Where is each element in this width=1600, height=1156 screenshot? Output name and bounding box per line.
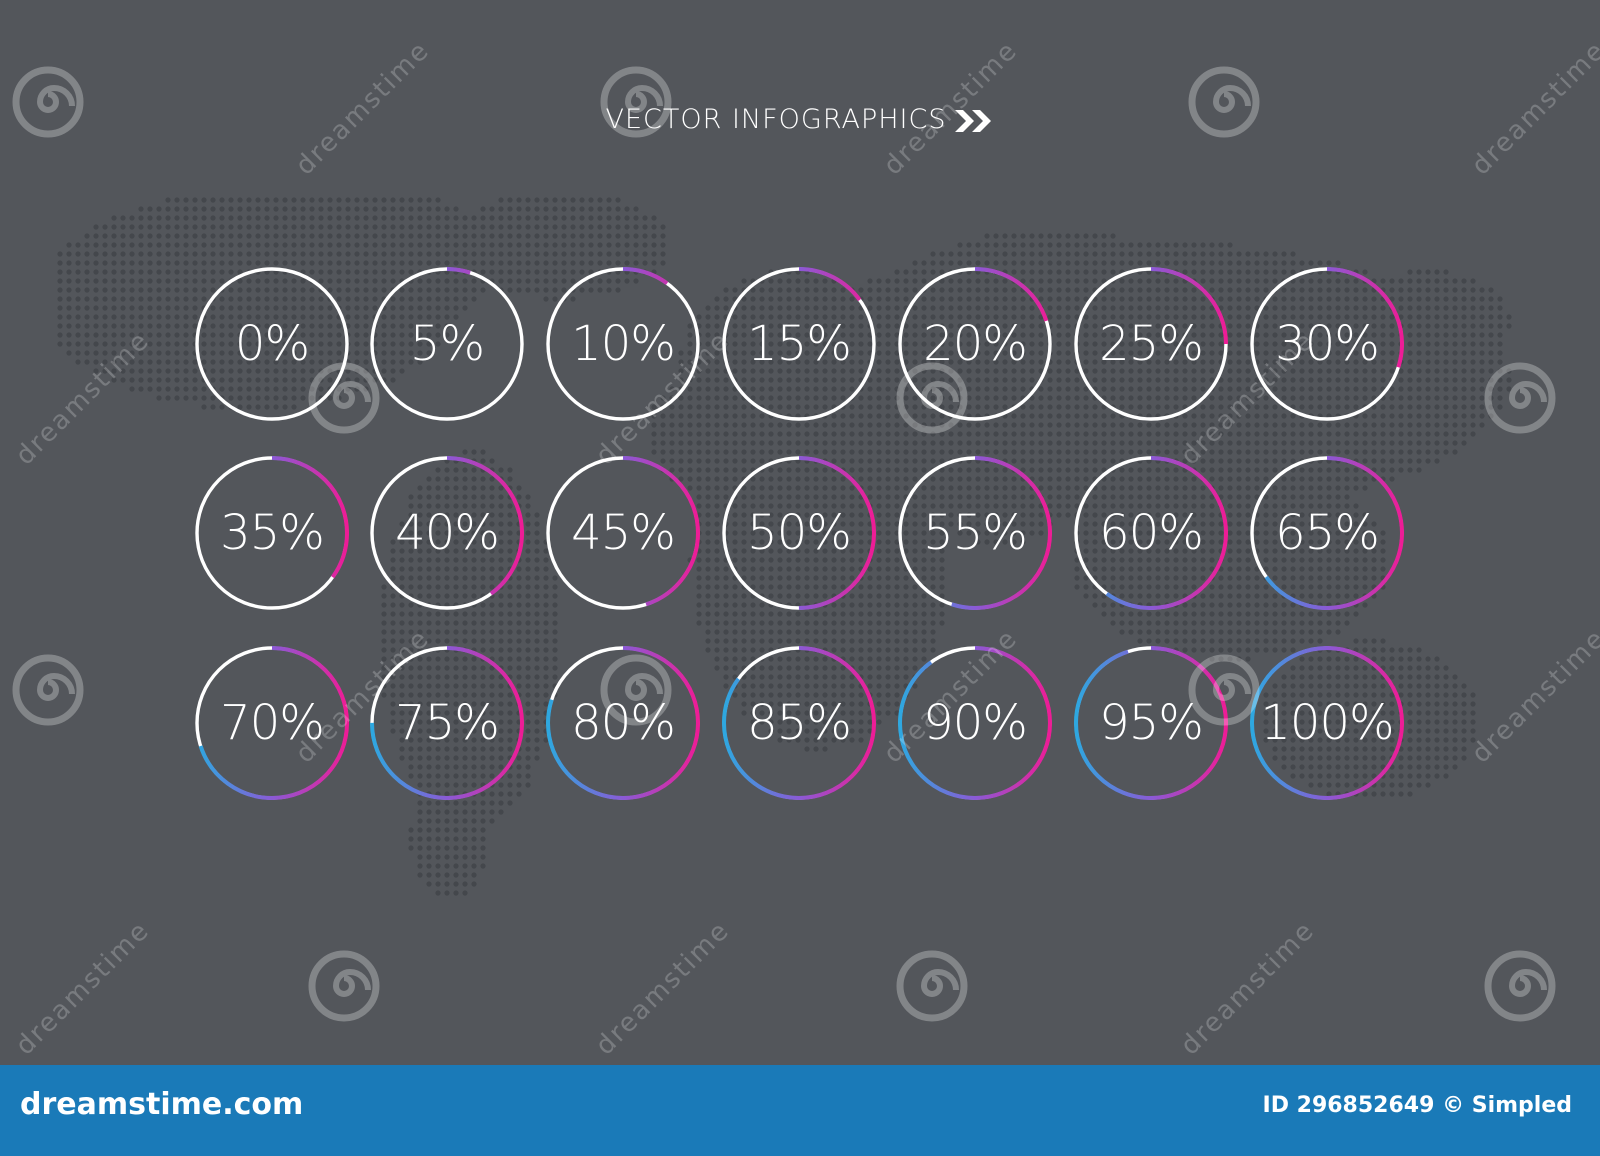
ring-progress-arc: [1074, 267, 1228, 421]
progress-ring: [195, 267, 349, 421]
progress-ring: [722, 646, 876, 800]
ring-progress-arc: [898, 646, 1052, 800]
progress-ring: [546, 267, 700, 421]
percent-label: 45%: [571, 505, 676, 561]
progress-ring: [722, 267, 876, 421]
progress-ring: [1250, 456, 1404, 610]
percent-label: 35%: [220, 505, 325, 561]
ring-progress-arc: [195, 456, 349, 610]
progress-ring: [1074, 456, 1228, 610]
progress-ring: [195, 456, 349, 610]
ring-progress-arc: [1250, 267, 1404, 421]
percent-label: 5%: [409, 316, 485, 372]
ring-progress-arc: [722, 456, 876, 610]
ring-progress-arc: [722, 267, 876, 421]
ring-progress-arc: [1074, 646, 1228, 800]
footer-image-id: ID 296852649 © Simpled: [1262, 1093, 1572, 1118]
progress-ring: [1074, 267, 1228, 421]
percent-circle-100: 100%: [1247, 643, 1407, 803]
percent-circle-15: 15%: [719, 264, 879, 424]
ring-progress-arc: [898, 456, 1052, 610]
percent-label: 70%: [220, 695, 325, 751]
percent-circle-90: 90%: [895, 643, 1055, 803]
percent-label: 60%: [1099, 505, 1204, 561]
percent-circle-40: 40%: [367, 453, 527, 613]
percent-circle-5: 5%: [367, 264, 527, 424]
percent-circle-30: 30%: [1247, 264, 1407, 424]
progress-ring: [195, 646, 349, 800]
progress-ring: [1074, 646, 1228, 800]
percent-circle-55: 55%: [895, 453, 1055, 613]
progress-ring: [898, 646, 1052, 800]
percent-circle-50: 50%: [719, 453, 879, 613]
percent-circle-45: 45%: [543, 453, 703, 613]
ring-progress-arc: [546, 646, 700, 800]
percent-label: 95%: [1099, 695, 1204, 751]
percent-circle-75: 75%: [367, 643, 527, 803]
percent-label: 30%: [1275, 316, 1380, 372]
footer-brand[interactable]: dreamstime.com: [20, 1087, 304, 1122]
percent-label: 15%: [747, 316, 852, 372]
progress-ring: [898, 456, 1052, 610]
ring-progress-arc: [898, 267, 1052, 421]
percent-circle-25: 25%: [1071, 264, 1231, 424]
double-chevron-right-icon: [954, 109, 991, 132]
percent-circle-80: 80%: [543, 643, 703, 803]
ring-progress-arc: [546, 267, 700, 421]
percent-label: 65%: [1275, 505, 1380, 561]
progress-ring: [722, 456, 876, 610]
percent-label: 75%: [395, 695, 500, 751]
ring-track: [195, 267, 349, 421]
percent-label: 50%: [747, 505, 852, 561]
percent-label: 90%: [923, 695, 1028, 751]
percent-label: 85%: [747, 695, 852, 751]
percent-label: 0%: [234, 316, 310, 372]
progress-ring: [546, 456, 700, 610]
progress-ring: [1250, 267, 1404, 421]
percent-label: 55%: [923, 505, 1028, 561]
percent-label: 10%: [571, 316, 676, 372]
footer-bar: dreamstime.com ID 296852649 © Simpled: [0, 1065, 1600, 1156]
ring-progress-arc: [370, 267, 524, 421]
percentage-circle-grid: 0% 5% 10% 15% 20% 25% 30% 35% 40% 45% 50% 55% 60% 65%…: [192, 264, 1407, 803]
ring-progress-arc: [1250, 456, 1404, 610]
progress-ring: [546, 646, 700, 800]
ring-progress-arc: [370, 646, 524, 800]
percent-label: 20%: [923, 316, 1028, 372]
ring-progress-arc: [195, 646, 349, 800]
progress-ring: [370, 646, 524, 800]
percent-label: 100%: [1260, 695, 1394, 751]
progress-ring: [1250, 646, 1404, 800]
percent-label: 40%: [395, 505, 500, 561]
percent-circle-0: 0%: [192, 264, 352, 424]
ring-progress-arc: [1250, 646, 1404, 800]
percent-circle-70: 70%: [192, 643, 352, 803]
percent-circle-35: 35%: [192, 453, 352, 613]
title-text: VECTOR INFOGRAPHICS: [605, 104, 947, 135]
ring-progress-arc: [1074, 456, 1228, 610]
percent-circle-85: 85%: [719, 643, 879, 803]
page-title: VECTOR INFOGRAPHICS: [0, 104, 1600, 135]
progress-ring: [370, 456, 524, 610]
ring-progress-arc: [546, 456, 700, 610]
percent-circle-20: 20%: [895, 264, 1055, 424]
progress-ring: [898, 267, 1052, 421]
percent-circle-60: 60%: [1071, 453, 1231, 613]
ring-progress-arc: [722, 646, 876, 800]
percent-circle-95: 95%: [1071, 643, 1231, 803]
percent-circle-10: 10%: [543, 264, 703, 424]
world-map-dots: [57, 197, 1512, 896]
progress-ring: [370, 267, 524, 421]
percent-label: 25%: [1099, 316, 1204, 372]
percent-circle-65: 65%: [1247, 453, 1407, 613]
percent-label: 80%: [571, 695, 676, 751]
ring-progress-arc: [370, 456, 524, 610]
infographic-canvas: VECTOR INFOGRAPHICS 0% 5% 10% 15% 20% 25% 30% 3…: [0, 35, 1600, 1061]
